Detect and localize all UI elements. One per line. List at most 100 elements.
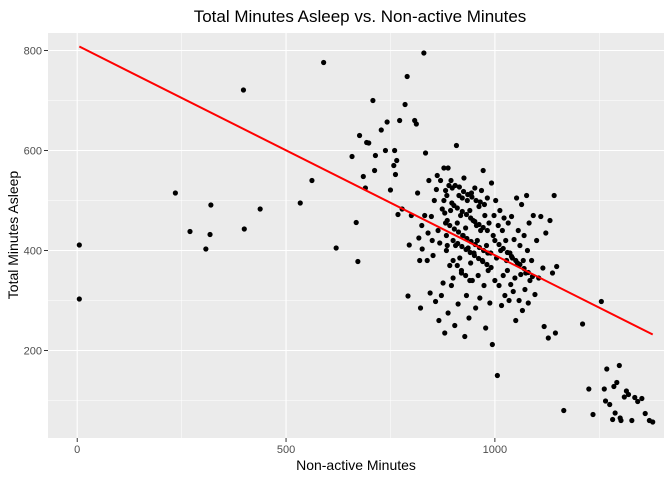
scatter-point — [601, 386, 607, 392]
scatter-point — [554, 263, 560, 270]
scatter-point — [207, 231, 213, 238]
scatter-point — [397, 117, 403, 124]
scatter-point — [406, 242, 412, 248]
scatter-point — [540, 265, 546, 271]
scatter-point — [459, 195, 465, 201]
scatter-point — [464, 197, 470, 204]
scatter-point — [496, 241, 502, 248]
scatter-point — [417, 305, 424, 311]
scatter-point — [541, 323, 547, 330]
scatter-point — [463, 211, 470, 218]
scatter-point — [442, 210, 448, 216]
scatter-point — [473, 305, 479, 311]
scatter-point — [520, 257, 526, 264]
scatter-point — [625, 391, 632, 398]
scatter-point — [508, 213, 515, 220]
scatter-point — [443, 232, 450, 239]
y-axis-ticks: 200 400 600 800 — [24, 46, 48, 358]
scatter-point — [454, 220, 460, 226]
scatter-point — [360, 173, 366, 180]
scatter-point — [530, 212, 536, 219]
scatter-point — [529, 257, 535, 264]
scatter-point — [382, 147, 389, 154]
scatter-point — [488, 180, 495, 186]
scatter-point — [384, 119, 390, 125]
scatter-point — [438, 292, 445, 299]
scatter-point — [443, 247, 450, 254]
scatter-point — [488, 264, 494, 271]
scatter-point — [392, 171, 399, 178]
scatter-point — [471, 252, 477, 259]
scatter-point — [463, 225, 469, 231]
scatter-point — [257, 206, 263, 212]
scatter-point — [455, 240, 461, 247]
scatter-point — [639, 395, 645, 402]
scatter-point — [442, 330, 448, 336]
x-tick-label: 0 — [74, 444, 80, 456]
scatter-point — [405, 293, 411, 299]
x-axis-title: Non-active Minutes — [296, 457, 416, 473]
scatter-point — [465, 191, 471, 198]
scatter-point — [517, 242, 523, 249]
scatter-point — [508, 281, 514, 288]
y-tick-label: 600 — [24, 146, 42, 158]
scatter-point — [518, 271, 524, 278]
scatter-point — [477, 295, 483, 301]
scatter-point — [468, 260, 474, 266]
scatter-point — [463, 246, 469, 253]
scatter-point — [447, 262, 453, 269]
scatter-point — [309, 177, 315, 184]
scatter-point — [484, 261, 490, 268]
scatter-point — [472, 218, 478, 225]
scatter-point — [378, 127, 384, 133]
scatter-point — [321, 59, 327, 66]
scatter-point — [387, 187, 394, 193]
scatter-point — [472, 185, 478, 191]
scatter-point — [503, 237, 509, 244]
scatter-point — [477, 199, 483, 205]
scatter-point — [461, 175, 467, 181]
scatter-point — [526, 220, 532, 226]
scatter-point — [434, 172, 440, 179]
scatter-point — [467, 249, 473, 256]
chart-title: Total Minutes Asleep vs. Non-active Minu… — [194, 7, 527, 26]
scatter-point — [590, 411, 596, 418]
scatter-point — [448, 177, 454, 184]
scatter-point — [504, 249, 510, 256]
scatter-point — [513, 257, 519, 264]
scatter-point — [501, 215, 507, 221]
scatter-point — [484, 227, 490, 234]
scatter-point — [475, 255, 482, 262]
scatter-point — [492, 277, 498, 284]
scatter-point — [436, 317, 442, 324]
scatter-point — [586, 386, 592, 392]
scatter-point — [241, 226, 247, 232]
scatter-point — [621, 394, 627, 400]
scatter-point — [462, 333, 468, 340]
scatter-point — [444, 192, 450, 199]
scatter-point — [427, 290, 433, 296]
scatter-point — [522, 286, 528, 293]
scatter-point — [492, 237, 498, 244]
scatter-point — [604, 366, 610, 372]
scatter-point — [515, 227, 521, 234]
scatter-point — [483, 325, 489, 331]
scatter-point — [524, 247, 531, 254]
scatter-point — [432, 298, 439, 305]
trend-line — [78, 45, 654, 336]
scatter-point — [466, 315, 472, 321]
scatter-point — [478, 187, 485, 194]
minor-gridlines — [48, 33, 664, 438]
scatter-point — [240, 87, 247, 93]
scatter-point — [527, 277, 533, 284]
scatter-point — [561, 407, 567, 414]
scatter-point — [614, 379, 620, 386]
scatter-point — [489, 341, 495, 348]
scatter-point — [452, 182, 458, 189]
scatter-point — [549, 270, 556, 276]
scatter-point — [453, 142, 460, 149]
scatter-point — [468, 215, 474, 221]
scatter-point — [447, 222, 453, 229]
scatter-point — [521, 232, 527, 239]
scatter-point — [508, 253, 515, 260]
